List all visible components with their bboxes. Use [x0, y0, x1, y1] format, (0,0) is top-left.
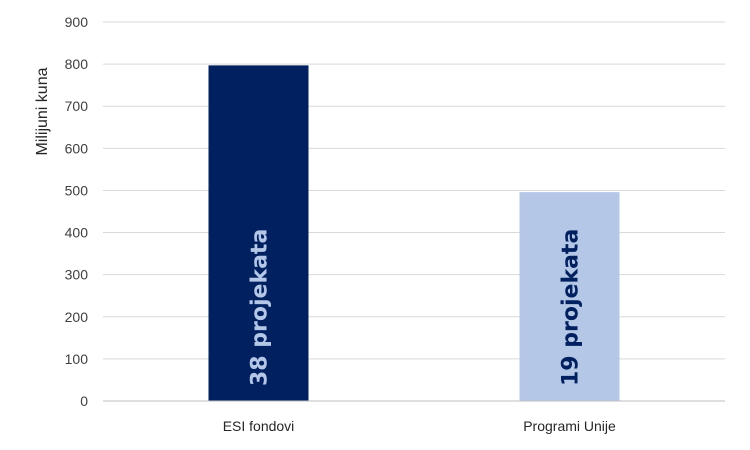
bar-labels: 38 projekata 19 projekata [248, 229, 584, 386]
y-tick-label: 900 [65, 14, 89, 30]
y-tick-label: 200 [65, 309, 89, 325]
gridlines [103, 21, 725, 360]
y-tick-label: 0 [80, 393, 88, 409]
bar [208, 65, 309, 401]
bars [208, 65, 620, 401]
bar-data-label: 38 projekata [248, 229, 273, 386]
y-tick-label: 500 [65, 182, 89, 198]
y-tick-label: 100 [65, 351, 89, 367]
y-tick-label: 700 [65, 98, 89, 114]
y-tick-label: 800 [65, 56, 89, 72]
x-category-label: ESI fondovi [223, 418, 295, 434]
y-tick-label: 300 [65, 267, 89, 283]
y-tick-label: 600 [65, 140, 89, 156]
x-category-label: Programi Unije [523, 418, 616, 434]
y-axis-ticks: 0 100 200 300 400 500 600 700 800 900 [65, 14, 89, 409]
x-axis-categories: ESI fondovi Programi Unije [223, 418, 616, 434]
bar-data-label: 19 projekata [559, 229, 584, 386]
y-axis-title: Milijuni kuna [34, 67, 51, 155]
y-tick-label: 400 [65, 225, 89, 241]
bar [519, 192, 620, 401]
